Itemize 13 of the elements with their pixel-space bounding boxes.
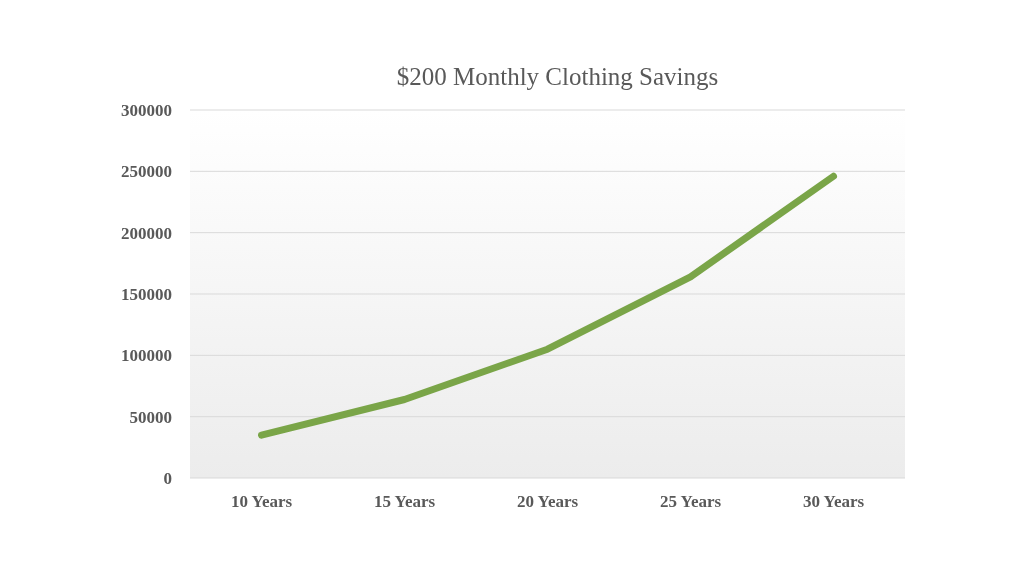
- chart-title: $200 Monthly Clothing Savings: [396, 63, 719, 90]
- x-tick-label: 15 Years: [373, 492, 436, 511]
- y-tick-label: 100000: [121, 346, 172, 366]
- y-tick-label: 50000: [129, 407, 172, 427]
- y-tick-label: 250000: [121, 162, 172, 182]
- x-tick-label: 25 Years: [659, 492, 722, 511]
- y-tick-label: 0: [163, 469, 172, 488]
- x-tick-label: 20 Years: [516, 492, 579, 511]
- y-tick-label: 150000: [121, 285, 172, 304]
- y-tick-label: 300000: [121, 101, 172, 120]
- x-tick-label: 30 Years: [802, 492, 865, 511]
- x-tick-label: 10 Years: [230, 492, 293, 511]
- y-tick-label: 200000: [121, 223, 172, 243]
